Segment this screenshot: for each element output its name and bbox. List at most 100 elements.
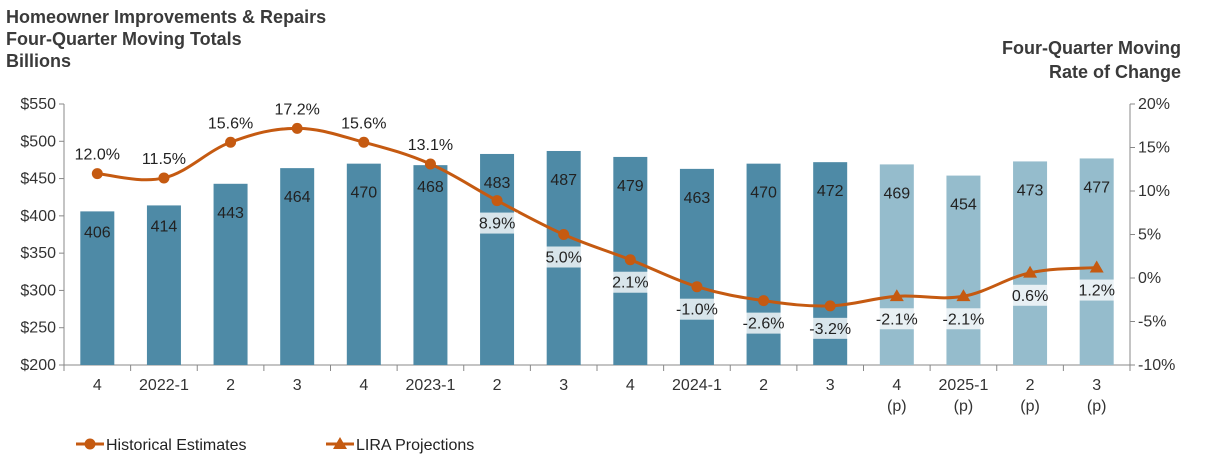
x-tick-label: 2 <box>226 377 235 394</box>
right-title-line-1: Four-Quarter Moving <box>1002 38 1181 58</box>
line-value-label: 2.1% <box>612 275 648 292</box>
line-value-label: 1.2% <box>1078 283 1114 300</box>
line-label-backdrop <box>609 271 651 293</box>
historical-marker <box>691 281 703 293</box>
y-left-tick-label: $300 <box>20 282 56 299</box>
line-value-label: 13.1% <box>408 137 453 154</box>
historical-marker <box>758 295 770 307</box>
bar <box>946 175 981 365</box>
projection-marker <box>1089 260 1104 273</box>
y-right-tick-label: 15% <box>1138 140 1170 157</box>
x-tick-label: 2022-1 <box>139 377 189 394</box>
bar-value-label: 414 <box>151 218 178 235</box>
bar-value-label: 470 <box>350 185 377 202</box>
bar-value-label: 477 <box>1083 179 1110 196</box>
bar-value-label: 454 <box>950 197 977 214</box>
x-tick-sublabel: (p) <box>1020 398 1040 415</box>
bar <box>679 168 714 365</box>
bar-value-label: 483 <box>484 175 511 192</box>
line-value-label: -1.0% <box>676 302 718 319</box>
x-tick-label: 3 <box>293 377 302 394</box>
x-tick-label: 3 <box>559 377 568 394</box>
y-left-tick-label: $250 <box>20 320 56 337</box>
historical-marker <box>358 136 370 148</box>
historical-marker <box>624 254 636 266</box>
chart-title-left: Homeowner Improvements & Repairs Four-Qu… <box>6 6 326 72</box>
line-value-label: 15.6% <box>341 115 386 132</box>
historical-marker <box>91 168 103 180</box>
x-tick-label: 4 <box>359 377 368 394</box>
bar-value-label: 463 <box>684 190 711 207</box>
line-value-label: 5.0% <box>545 250 581 267</box>
projection-marker <box>1023 265 1038 278</box>
bar <box>280 168 315 365</box>
x-tick-label: 3 <box>826 377 835 394</box>
bar <box>346 163 381 365</box>
bar-value-label: 473 <box>1017 182 1044 199</box>
x-tick-sublabel: (p) <box>887 398 907 415</box>
x-tick-sublabel: (p) <box>1087 398 1107 415</box>
y-left-tick-label: $350 <box>20 245 56 262</box>
bar-value-label: 470 <box>750 185 777 202</box>
legend-historical-label: Historical Estimates <box>106 437 246 454</box>
line-value-label: 11.5% <box>142 151 186 168</box>
bar <box>1013 161 1048 365</box>
y-right-tick-label: 20% <box>1138 96 1170 113</box>
y-right-tick-label: 0% <box>1138 270 1161 287</box>
bar <box>879 164 914 365</box>
y-left-tick-label: $200 <box>20 357 56 374</box>
bar <box>80 211 115 365</box>
x-tick-label: 2025-1 <box>939 377 989 394</box>
y-left-tick-label: $450 <box>20 171 56 188</box>
line-value-label: -2.1% <box>943 311 985 328</box>
legend-projection-label: LIRA Projections <box>356 437 474 454</box>
x-tick-sublabel: (p) <box>954 398 974 415</box>
line-value-label: -3.2% <box>809 321 851 338</box>
x-tick-label: 2023-1 <box>406 377 456 394</box>
x-tick-label: 2024-1 <box>672 377 722 394</box>
line-value-label: 12.0% <box>75 147 120 164</box>
x-tick-label: 2 <box>759 377 768 394</box>
legend-projection-marker <box>333 437 347 449</box>
legend-historical-marker <box>84 438 96 450</box>
x-tick-label: 4 <box>626 377 635 394</box>
bar-value-label: 464 <box>284 189 311 206</box>
bar <box>480 153 515 365</box>
bar-value-label: 468 <box>417 179 444 196</box>
historical-marker <box>824 300 836 312</box>
line-label-backdrop <box>476 212 518 234</box>
line-label-backdrop <box>871 308 922 330</box>
bar-value-label: 472 <box>817 183 844 200</box>
line-label-backdrop <box>1076 279 1118 301</box>
right-title-line-2: Rate of Change <box>1048 62 1181 82</box>
line-value-label: 15.6% <box>208 115 253 132</box>
y-left-tick-label: $400 <box>20 208 56 225</box>
bar-value-label: 443 <box>217 205 244 222</box>
line-label-backdrop <box>938 308 989 330</box>
rate-of-change-line <box>97 126 1097 308</box>
x-tick-label: 2 <box>493 377 502 394</box>
title-line-3: Billions <box>6 51 72 71</box>
historical-marker <box>558 229 570 240</box>
projection-marker <box>956 289 971 302</box>
bar-value-label: 406 <box>84 224 111 241</box>
line-label-backdrop <box>671 298 722 320</box>
x-tick-label: 3 <box>1092 377 1101 394</box>
line-label-backdrop <box>543 246 585 268</box>
bar-value-label: 469 <box>883 185 910 202</box>
line-value-label: -2.6% <box>743 316 785 333</box>
historical-marker <box>158 172 170 184</box>
line-value-label: 0.6% <box>1012 288 1048 305</box>
bar <box>213 183 248 365</box>
x-tick-label: 4 <box>892 377 901 394</box>
projection-marker <box>889 289 904 302</box>
bar <box>146 205 181 365</box>
y-right-tick-label: -5% <box>1138 314 1166 331</box>
bar-value-label: 487 <box>550 172 577 189</box>
y-left-tick-label: $550 <box>20 96 56 113</box>
y-right-tick-label: 5% <box>1138 227 1161 244</box>
historical-marker <box>424 158 436 170</box>
historical-marker <box>291 122 303 134</box>
line-value-label: -2.1% <box>876 311 918 328</box>
